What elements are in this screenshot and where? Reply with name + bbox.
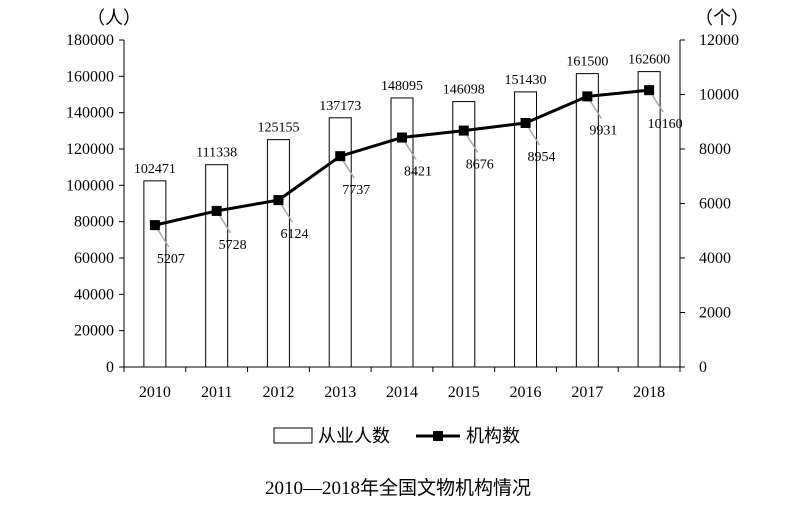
line-marker [149,220,160,231]
line-value-label: 5728 [219,238,247,253]
line-marker [211,205,222,216]
line-marker [335,151,346,162]
bar [143,180,167,368]
left-tick-label: 60000 [74,250,114,267]
legend-bar-label: 从业人数 [318,426,390,446]
bar [205,164,229,368]
right-axis-unit: （个） [695,8,749,28]
line-marker [644,85,655,96]
x-tick-label: 2018 [633,384,665,401]
line-marker [520,118,531,129]
right-tick-label: 10000 [699,87,739,104]
line-value-label: 9931 [589,123,617,138]
left-tick-label: 180000 [66,32,114,49]
bar-value-label: 111338 [196,146,237,161]
bar [328,117,352,368]
x-tick-label: 2012 [262,384,294,401]
left-tick-label: 140000 [66,105,114,122]
right-tick-label: 4000 [699,250,731,267]
line-marker [397,132,407,143]
x-tick-label: 2010 [139,384,171,401]
bar-value-label: 102471 [134,162,176,177]
left-tick-label: 100000 [66,177,114,194]
left-tick-label: 20000 [74,323,114,340]
legend-marker-icon [433,431,443,441]
x-tick-label: 2011 [201,384,232,401]
line-value-label: 5207 [157,252,185,267]
line-marker [273,195,284,206]
bar [452,101,476,368]
line-value-label: 8954 [528,150,556,165]
left-axis-unit: （人） [87,8,141,28]
right-tick-label: 0 [699,359,707,376]
bar [514,91,538,368]
x-tick-label: 2015 [448,384,480,401]
left-tick-label: 160000 [66,68,114,85]
legend-bar-swatch [273,427,313,444]
bar-value-label: 125155 [257,121,299,136]
bar-value-label: 148095 [381,79,423,94]
bar-value-label: 146098 [443,83,485,98]
bar [575,73,599,368]
right-tick-label: 12000 [699,32,739,49]
line-value-label: 6124 [280,227,308,242]
x-tick-label: 2016 [510,384,542,401]
axes: 0200004000060000800001000001200001400001… [66,32,739,401]
bar [266,139,290,368]
bar-value-label: 151430 [505,73,547,88]
line-value-label: 8676 [466,158,494,173]
bar-series: 102471 111338 125155 137173 148095 146098 1514… [134,53,670,368]
chart-title: 2010—2018年全国文物机构情况 [265,477,531,499]
left-tick-label: 120000 [66,141,114,158]
legend: 从业人数 机构数 [273,426,520,446]
line-series: 5207 5728 6124 7737 8421 8676 8954 9931 10160 [149,85,683,267]
bar-value-label: 161500 [566,55,608,70]
x-tick-label: 2013 [324,384,356,401]
bar-value-label: 137173 [319,99,361,114]
left-tick-label: 40000 [74,286,114,303]
right-tick-label: 6000 [699,196,731,213]
line-value-label: 7737 [342,183,370,198]
left-tick-label: 80000 [74,214,114,231]
line-marker [458,125,469,136]
x-tick-label: 2017 [571,384,603,401]
line-marker [582,91,593,102]
left-tick-label: 0 [106,359,114,376]
legend-line-label: 机构数 [466,426,520,446]
right-tick-label: 2000 [699,305,731,322]
bar [390,97,414,368]
bar-value-label: 162600 [628,53,670,68]
x-tick-label: 2014 [386,384,418,401]
line-value-label: 8421 [404,165,432,180]
right-tick-label: 8000 [699,141,731,158]
line-value-label: 10160 [648,117,683,132]
bar [637,71,661,368]
